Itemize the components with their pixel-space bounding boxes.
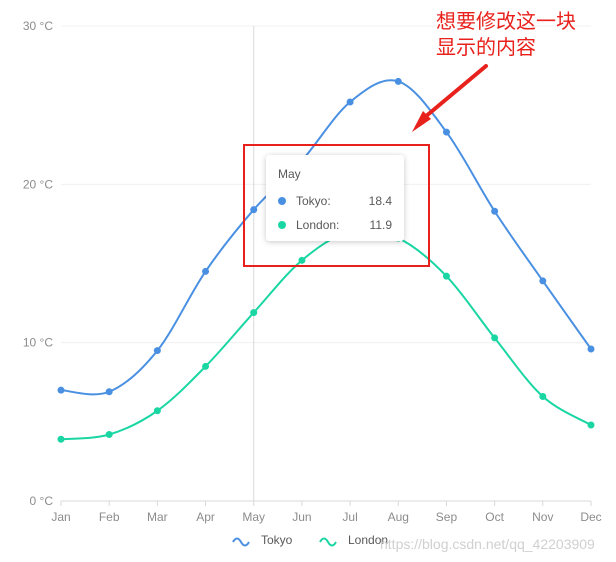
data-point-tokyo[interactable] bbox=[202, 267, 210, 275]
legend-line-icon bbox=[232, 537, 250, 547]
data-point-london[interactable] bbox=[298, 256, 306, 264]
x-tick-label: Mar bbox=[147, 510, 168, 524]
tooltip-marker-icon bbox=[278, 197, 286, 205]
annotation-arrow bbox=[412, 64, 488, 132]
watermark: https://blog.csdn.net/qq_42203909 bbox=[380, 536, 595, 552]
data-point-tokyo[interactable] bbox=[442, 128, 450, 136]
series-layer bbox=[57, 77, 595, 443]
x-tick-label: Dec bbox=[580, 510, 601, 524]
data-point-london[interactable] bbox=[250, 309, 258, 317]
x-tick-label: Apr bbox=[196, 510, 215, 524]
tooltip-row-tokyo: Tokyo: 18.4 bbox=[278, 193, 392, 209]
y-tick-label: 30 °C bbox=[23, 19, 53, 33]
y-tick-label: 0 °C bbox=[30, 494, 54, 508]
tooltip: May Tokyo: 18.4 London: 11.9 bbox=[266, 155, 404, 241]
x-tick-label: Nov bbox=[532, 510, 553, 524]
tooltip-marker-icon bbox=[278, 221, 286, 229]
x-tick-label: Jun bbox=[292, 510, 311, 524]
tooltip-series-name: London: bbox=[296, 218, 340, 232]
x-tick-label: Feb bbox=[99, 510, 120, 524]
legend-label: Tokyo bbox=[261, 533, 293, 547]
data-point-tokyo[interactable] bbox=[250, 206, 258, 214]
data-point-london[interactable] bbox=[202, 362, 210, 370]
tooltip-series-name: Tokyo: bbox=[296, 194, 331, 208]
x-tick-label: Oct bbox=[485, 510, 504, 524]
data-point-london[interactable] bbox=[153, 407, 161, 415]
data-point-tokyo[interactable] bbox=[153, 347, 161, 355]
legend-item-london[interactable]: London bbox=[319, 533, 388, 547]
annotation-line-2: 显示的内容 bbox=[436, 35, 536, 59]
x-tick-label: May bbox=[242, 510, 265, 524]
x-tick-label: Aug bbox=[388, 510, 409, 524]
y-tick-label: 20 °C bbox=[23, 177, 53, 191]
legend-item-tokyo[interactable]: Tokyo bbox=[232, 533, 293, 547]
data-point-london[interactable] bbox=[57, 435, 65, 443]
data-point-tokyo[interactable] bbox=[587, 345, 595, 353]
data-point-tokyo[interactable] bbox=[346, 98, 354, 106]
y-tick-label: 10 °C bbox=[23, 336, 53, 350]
data-point-london[interactable] bbox=[105, 431, 113, 438]
data-point-london[interactable] bbox=[539, 393, 547, 400]
axes: 0 °C 10 °C 20 °C 30 °C Jan Feb Mar Apr May Jun Jul… bbox=[23, 19, 602, 524]
data-point-tokyo[interactable] bbox=[394, 77, 402, 85]
x-tick-label: Sep bbox=[436, 510, 458, 524]
tooltip-series-value: 18.4 bbox=[368, 194, 392, 208]
x-tick-label: Jul bbox=[342, 510, 357, 524]
data-point-tokyo[interactable] bbox=[105, 388, 113, 396]
data-point-tokyo[interactable] bbox=[57, 386, 65, 394]
data-point-tokyo[interactable] bbox=[491, 207, 499, 215]
x-tick-label: Jan bbox=[51, 510, 70, 524]
legend[interactable]: Tokyo London bbox=[232, 533, 388, 547]
legend-label: London bbox=[348, 533, 388, 547]
highlight-box bbox=[243, 144, 430, 267]
legend-line-icon bbox=[319, 537, 337, 547]
annotation-line-1: 想要修改这一块 bbox=[436, 9, 576, 33]
tooltip-row-london: London: 11.9 bbox=[278, 217, 392, 233]
data-point-london[interactable] bbox=[442, 272, 450, 280]
data-point-london[interactable] bbox=[491, 334, 499, 342]
tooltip-title: May bbox=[278, 167, 301, 181]
annotation-text: 想要修改这一块 显示的内容 bbox=[436, 8, 606, 60]
data-point-tokyo[interactable] bbox=[539, 277, 547, 285]
tooltip-series-value: 11.9 bbox=[369, 218, 392, 232]
data-point-london[interactable] bbox=[587, 421, 595, 429]
